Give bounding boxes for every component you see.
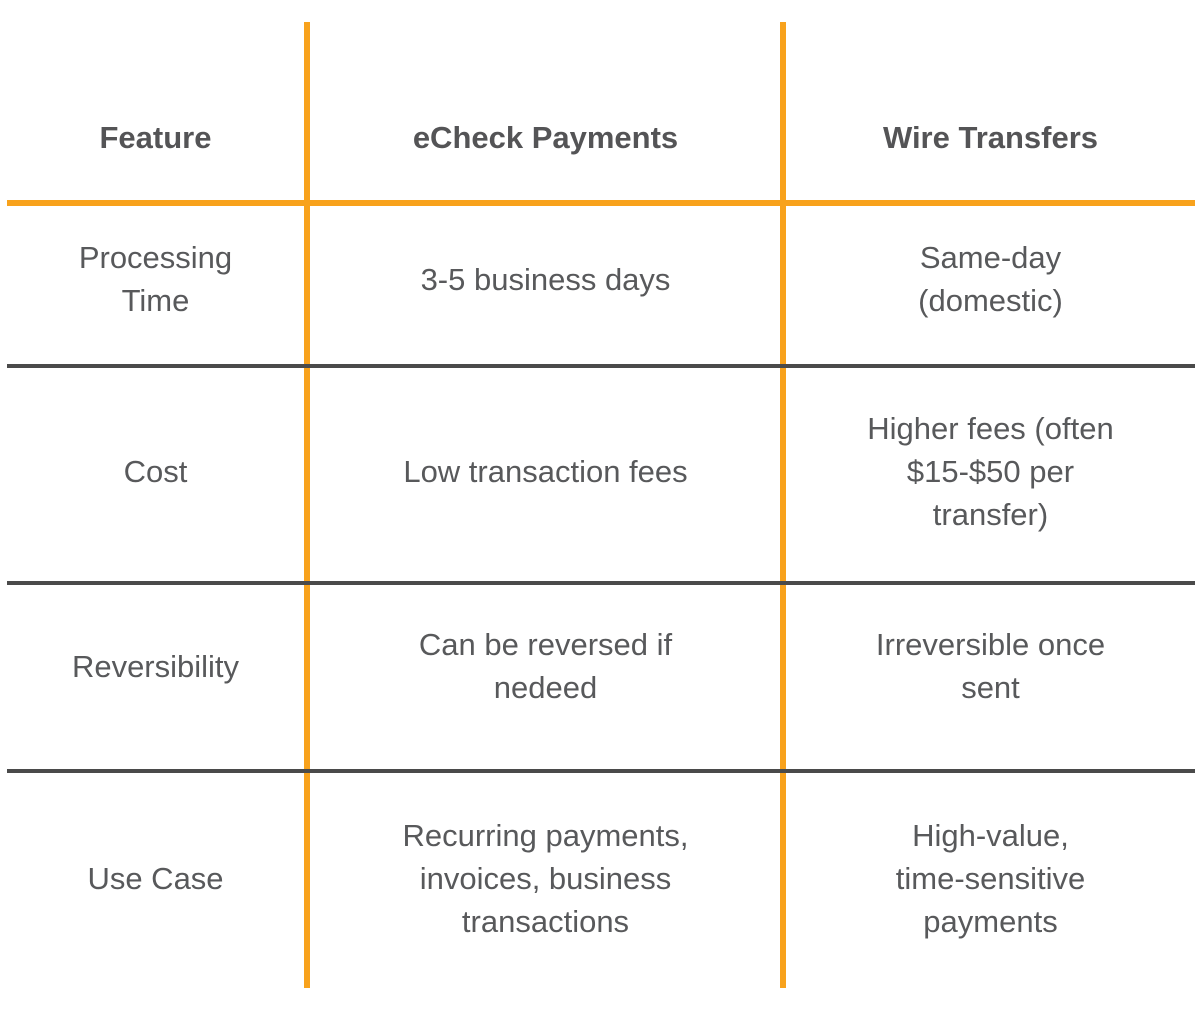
vertical-divider-1 xyxy=(304,22,310,988)
cell-cost-echeck: Low transaction fees xyxy=(403,454,688,489)
cell-use-case-echeck: Recurring payments, invoices, business t… xyxy=(402,818,689,939)
row-divider-3 xyxy=(7,769,1195,773)
column-header-wire-transfers: Wire Transfers xyxy=(882,119,1099,155)
column-header-echeck-payments: eCheck Payments xyxy=(412,119,679,155)
cell-cost-wire: Higher fees (often $15-$50 per transfer) xyxy=(867,411,1114,532)
row-label-use-case: Use Case xyxy=(87,861,224,896)
row-label-reversibility: Reversibility xyxy=(71,648,240,684)
header-divider xyxy=(7,200,1195,206)
cell-use-case-wire: High-value, time-sensitive payments xyxy=(895,818,1086,939)
row-divider-2 xyxy=(7,581,1195,585)
vertical-divider-2 xyxy=(780,22,786,988)
cell-reversibility-echeck: Can be reversed if nedeed xyxy=(418,627,673,705)
column-header-feature: Feature xyxy=(99,119,212,155)
row-label-cost: Cost xyxy=(123,454,188,489)
row-label-processing-time: Processing Time xyxy=(78,240,233,318)
cell-reversibility-wire: Irreversible once sent xyxy=(875,627,1106,705)
cell-processing-time-wire: Same-day (domestic) xyxy=(918,240,1063,318)
row-divider-1 xyxy=(7,364,1195,368)
cell-processing-time-echeck: 3-5 business days xyxy=(420,261,671,297)
